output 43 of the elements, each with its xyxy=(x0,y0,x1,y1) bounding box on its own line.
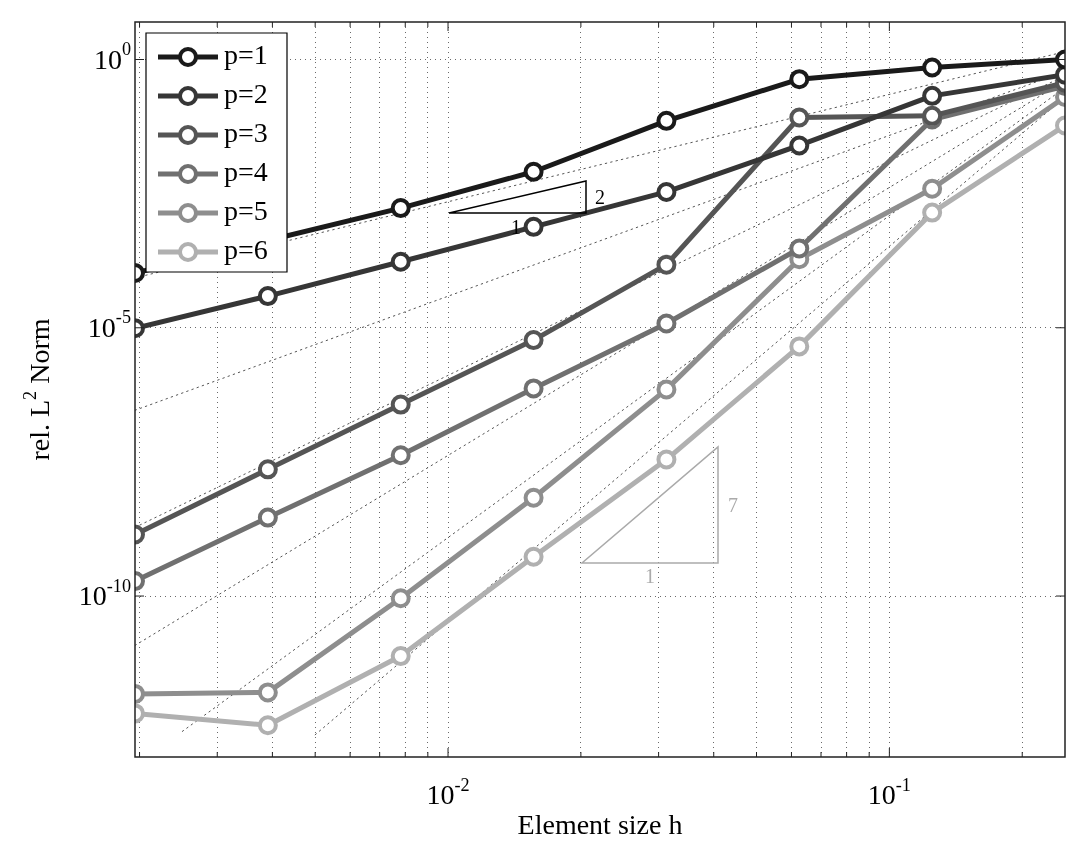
legend-label: p=3 xyxy=(224,117,268,149)
point xyxy=(523,487,544,508)
point xyxy=(789,336,810,357)
point xyxy=(656,449,677,470)
point xyxy=(656,379,677,400)
point xyxy=(257,715,278,736)
point xyxy=(390,445,411,466)
point xyxy=(789,135,810,156)
annotation: 1 xyxy=(645,564,655,587)
point xyxy=(789,69,810,90)
point xyxy=(922,178,943,199)
legend-label: p=5 xyxy=(224,195,268,227)
legend-label: p=2 xyxy=(224,78,268,110)
point xyxy=(257,682,278,703)
point xyxy=(656,313,677,334)
point xyxy=(257,286,278,307)
point xyxy=(523,216,544,237)
point xyxy=(789,238,810,259)
point xyxy=(922,202,943,223)
annotation: 2 xyxy=(595,185,605,208)
legend-label: p=4 xyxy=(224,156,268,188)
point xyxy=(257,459,278,480)
point xyxy=(390,646,411,667)
legend-label: p=6 xyxy=(224,234,268,266)
point xyxy=(523,378,544,399)
point xyxy=(523,330,544,351)
point xyxy=(656,181,677,202)
point xyxy=(257,507,278,528)
point xyxy=(789,107,810,128)
annotation: 7 xyxy=(728,493,738,516)
point xyxy=(390,588,411,609)
point xyxy=(523,546,544,567)
point xyxy=(656,254,677,275)
point xyxy=(922,57,943,78)
point xyxy=(390,251,411,272)
point xyxy=(922,85,943,106)
point xyxy=(656,110,677,131)
point xyxy=(390,394,411,415)
x-axis-title: Element size h xyxy=(517,809,683,841)
y-axis-title: rel. L2 Norm xyxy=(19,318,56,461)
legend-label: p=1 xyxy=(224,39,268,71)
point xyxy=(523,161,544,182)
point xyxy=(390,198,411,219)
